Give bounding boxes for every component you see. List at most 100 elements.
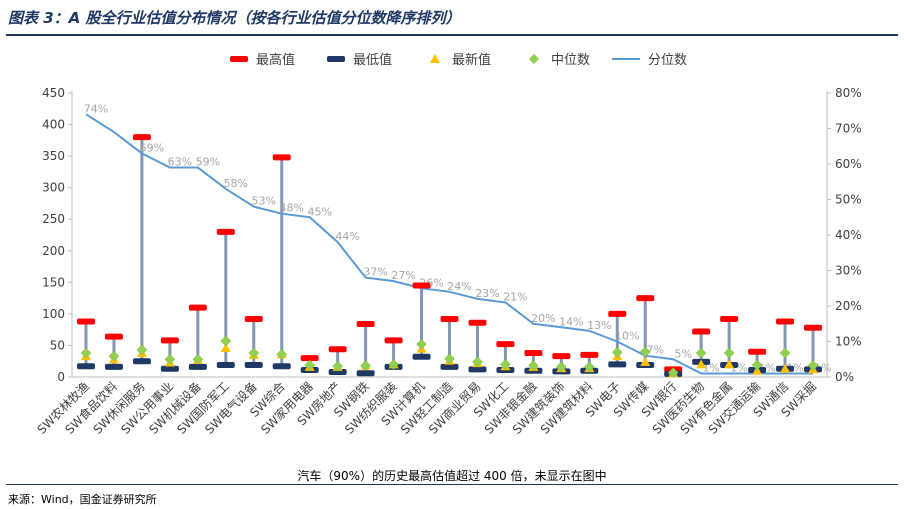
max-marker — [496, 341, 515, 348]
min-marker — [440, 363, 459, 370]
max-marker — [104, 333, 123, 340]
right-tick-label: 0% — [835, 370, 854, 384]
latest-marker — [640, 356, 651, 366]
percentile-label: 74% — [84, 102, 108, 115]
min-marker — [188, 363, 207, 370]
left-tick-label: 250 — [42, 212, 65, 226]
left-tick-label: 450 — [42, 86, 65, 100]
percentile-label: 5% — [674, 347, 691, 360]
percentile-label: 27% — [391, 269, 415, 282]
left-tick-label: 350 — [42, 149, 65, 163]
legend-latest-swatch — [430, 54, 440, 63]
latest-marker — [724, 359, 735, 369]
legend: 最高值 最低值 最新值 中位数 分位数 — [230, 52, 687, 68]
right-tick-label: 30% — [835, 264, 862, 278]
percentile-label: 58% — [224, 177, 248, 190]
median-marker — [248, 347, 260, 359]
percentile-label: 69% — [140, 141, 164, 154]
median-marker — [667, 367, 679, 378]
percentile-label: 59% — [196, 156, 220, 169]
median-marker — [332, 360, 344, 372]
right-tick-label: 70% — [835, 122, 862, 136]
max-marker — [804, 324, 823, 331]
percentile-series — [85, 113, 814, 375]
value-markers — [76, 134, 823, 378]
median-marker — [500, 359, 511, 370]
legend-median-swatch — [529, 54, 539, 64]
right-tick-label: 10% — [835, 335, 862, 349]
max-marker — [468, 319, 487, 326]
max-marker — [636, 295, 655, 302]
min-marker — [356, 370, 375, 377]
median-marker — [528, 360, 539, 371]
max-marker — [188, 304, 207, 311]
min-marker — [468, 366, 487, 373]
median-marker — [304, 359, 316, 371]
max-marker — [440, 315, 459, 322]
left-tick-label: 400 — [42, 118, 65, 132]
max-marker — [552, 353, 571, 360]
percentile-label: 20% — [531, 312, 555, 325]
legend-max-swatch — [230, 56, 248, 62]
median-marker — [472, 356, 483, 368]
median-marker — [80, 347, 92, 359]
min-marker — [412, 353, 431, 360]
min-marker — [104, 363, 123, 370]
min-marker — [132, 358, 151, 365]
median-marker — [611, 347, 623, 358]
median-marker — [164, 353, 176, 365]
left-tick-label: 200 — [42, 244, 65, 258]
max-marker — [692, 328, 711, 335]
max-marker — [608, 310, 627, 317]
chart-note: 汽车（90%）的历史最高估值超过 400 倍，未显示在图中 — [297, 469, 607, 483]
median-marker — [108, 350, 120, 362]
source-note: 来源：Wind，国金证券研究所 — [8, 493, 157, 506]
max-marker — [76, 318, 95, 325]
figure-title: 图表 3：A 股全行业估值分布情况（按各行业估值分位数降序排列） — [8, 9, 461, 27]
median-marker — [639, 346, 651, 358]
median-marker — [695, 347, 707, 359]
legend-label: 分位数 — [648, 53, 687, 68]
max-marker — [244, 315, 263, 322]
median-marker — [779, 347, 791, 359]
range-bars — [84, 137, 815, 374]
left-tick-label: 50 — [50, 338, 65, 352]
max-marker — [356, 320, 375, 327]
axes — [71, 91, 828, 378]
left-tick-label: 0 — [57, 370, 65, 384]
median-marker — [583, 361, 595, 373]
percentile-label: 7% — [647, 344, 664, 357]
right-axis-ticks: 0% 10% 20% 30% 40% 50% 60% 70% 80% — [827, 86, 862, 384]
percentile-label: 44% — [335, 230, 359, 243]
legend-label: 最低值 — [353, 52, 392, 68]
category-labels: SW农林牧渔SW食品饮料SW休闲服务SW公用事业SW机械设备SW国防军工SW电气… — [34, 379, 819, 437]
median-marker — [360, 360, 371, 371]
median-marker — [388, 359, 399, 370]
right-tick-label: 50% — [835, 193, 862, 207]
max-marker — [748, 348, 767, 355]
percentile-label: 14% — [559, 315, 583, 328]
max-marker — [580, 351, 599, 358]
title-rule — [6, 34, 898, 36]
right-tick-label: 40% — [835, 228, 862, 242]
min-marker — [76, 363, 95, 370]
max-marker — [524, 350, 543, 357]
left-tick-label: 300 — [42, 181, 65, 195]
left-tick-label: 150 — [42, 275, 65, 289]
percentile-label: 13% — [587, 319, 611, 332]
percentile-labels: 74%69%63% 59%58%53%48% 45%44%37% 27%26% 24%2… — [84, 102, 832, 374]
median-marker — [416, 338, 427, 350]
percentile-line — [85, 113, 814, 375]
max-marker — [216, 228, 235, 235]
median-marker — [751, 359, 763, 371]
percentile-label: 37% — [363, 266, 387, 279]
median-marker — [136, 344, 148, 356]
max-marker — [776, 318, 795, 325]
max-marker — [132, 134, 151, 141]
right-tick-label: 20% — [835, 299, 862, 313]
latest-marker — [780, 363, 791, 373]
max-marker — [300, 355, 319, 362]
right-tick-label: 60% — [835, 157, 862, 171]
latest-marker — [220, 342, 231, 352]
